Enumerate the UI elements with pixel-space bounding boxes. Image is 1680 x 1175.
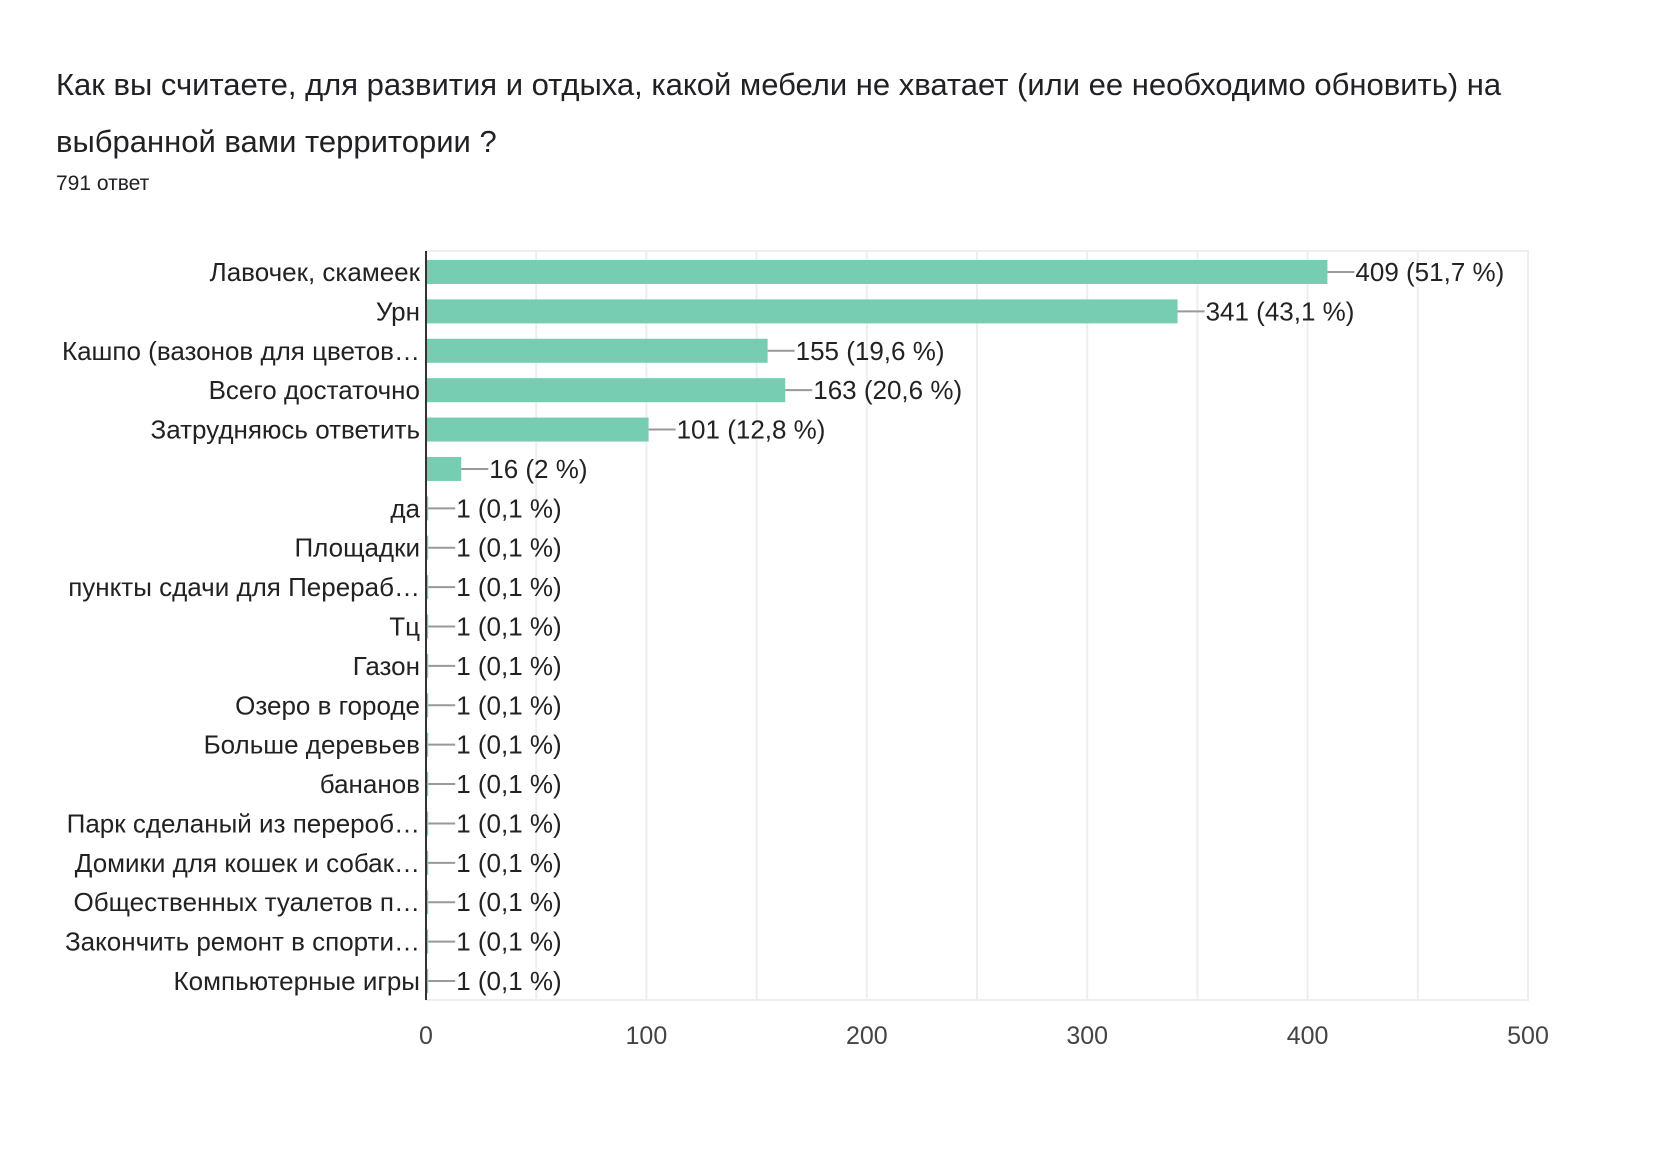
category-label: бананов [320, 769, 420, 799]
data-label: 1 (0,1 %) [456, 612, 561, 642]
data-label: 1 (0,1 %) [456, 651, 561, 681]
x-tick-label: 0 [419, 1022, 433, 1050]
category-label: Компьютерные игры [174, 966, 420, 996]
bar [426, 969, 429, 993]
category-label: Всего достаточно [209, 375, 420, 405]
bar [426, 496, 429, 521]
bar [426, 929, 429, 954]
data-label: 1 (0,1 %) [456, 808, 561, 838]
data-label: 1 (0,1 %) [456, 927, 561, 957]
bar [426, 299, 1178, 324]
data-label: 1 (0,1 %) [456, 730, 561, 760]
category-label: Общественных туалетов п… [73, 887, 420, 917]
bar [426, 338, 768, 363]
category-label: Озеро в городе [235, 690, 420, 720]
x-tick-label: 400 [1287, 1022, 1329, 1050]
bar [426, 732, 429, 757]
data-label: 1 (0,1 %) [456, 690, 561, 720]
data-label: 155 (19,6 %) [796, 336, 945, 366]
category-label: Тц [389, 612, 420, 642]
category-label: Урн [376, 296, 420, 326]
data-label: 1 (0,1 %) [456, 848, 561, 878]
data-label: 101 (12,8 %) [677, 415, 826, 445]
category-label: Газон [353, 651, 420, 681]
bar [426, 693, 429, 718]
data-label: 16 (2 %) [489, 454, 587, 484]
question-title: Как вы считаете, для развития и отдыха, … [56, 67, 1502, 159]
category-label: пункты сдачи для Перераб… [68, 572, 420, 602]
data-label: 163 (20,6 %) [813, 375, 962, 405]
data-label: 409 (51,7 %) [1355, 257, 1504, 287]
bar [426, 575, 429, 600]
response-count: 791 ответ [56, 172, 150, 195]
data-label: 1 (0,1 %) [456, 769, 561, 799]
x-tick-label: 300 [1066, 1022, 1108, 1050]
category-label: Закончить ремонт в спорти… [65, 927, 420, 957]
bar [426, 378, 786, 403]
category-label: Площадки [294, 533, 420, 563]
data-label: 341 (43,1 %) [1206, 296, 1355, 326]
bar [426, 811, 429, 836]
bar [426, 772, 429, 797]
data-label: 1 (0,1 %) [456, 572, 561, 602]
bar [426, 850, 429, 875]
x-tick-label: 100 [626, 1022, 668, 1050]
bar [426, 417, 649, 442]
bar [426, 653, 429, 678]
bar [426, 535, 429, 560]
category-label: Лавочек, скамеек [210, 257, 421, 287]
bar [426, 890, 429, 915]
data-label: 1 (0,1 %) [456, 966, 561, 996]
category-label: да [390, 493, 420, 523]
category-label: Больше деревьев [204, 730, 420, 760]
x-tick-label: 500 [1507, 1022, 1549, 1050]
category-label: Парк сделаный из перероб… [67, 808, 420, 838]
x-tick-label: 200 [846, 1022, 888, 1050]
bar [426, 260, 1328, 284]
data-label: 1 (0,1 %) [456, 493, 561, 523]
data-label: 1 (0,1 %) [456, 887, 561, 917]
category-label: Затрудняюсь ответить [151, 415, 420, 445]
data-label: 1 (0,1 %) [456, 533, 561, 563]
bar [426, 456, 462, 481]
bar [426, 614, 429, 639]
category-label: Кашпо (вазонов для цветов… [62, 336, 420, 366]
category-label: Домики для кошек и собак… [75, 848, 420, 878]
